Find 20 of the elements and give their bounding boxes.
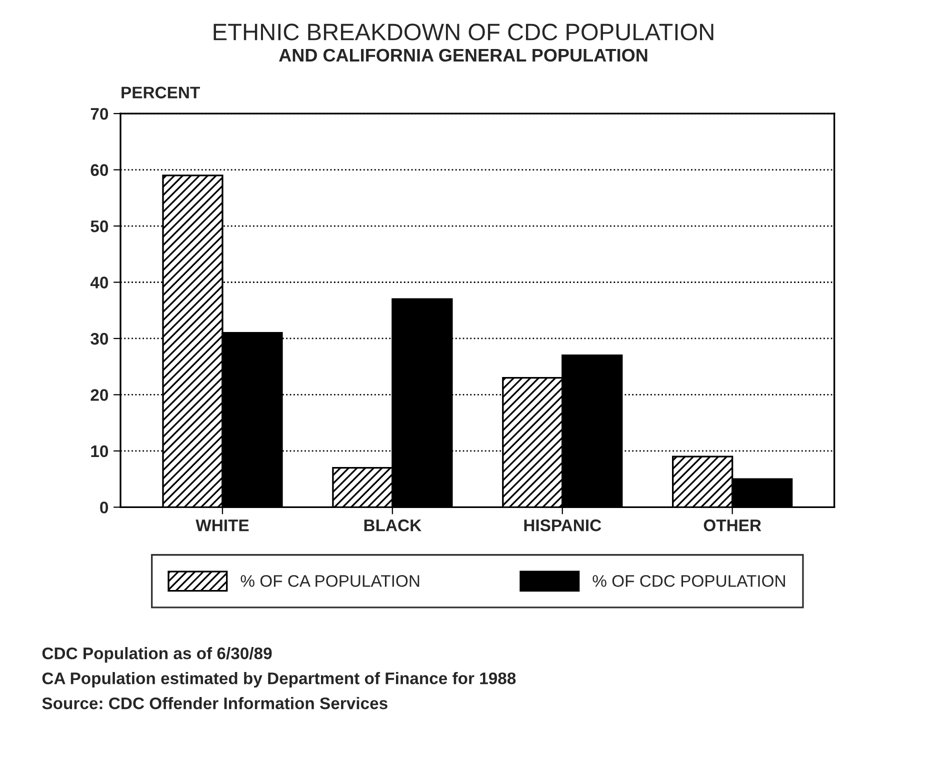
text: CDC Population as of 6/30/89 <box>42 647 272 663</box>
y-axis-title: PERCENT <box>122 86 200 98</box>
y-tick-label: 60 <box>90 164 108 176</box>
y-tick-label: 50 <box>90 220 108 232</box>
y-tick-label: 10 <box>91 445 108 458</box>
text: CA Population estimated by Department of Finance for 1988 <box>42 672 516 688</box>
legend-label: % OF CA POPULATION <box>240 575 420 587</box>
source-note: Source: CDC Offender Information Services <box>42 697 388 710</box>
chart-title: ETHNIC BREAKDOWN OF CDC POPULATION <box>214 24 714 40</box>
y-tick-label: 70 <box>90 108 108 120</box>
y-tick-label: 30 <box>90 332 108 345</box>
y-tick-label: 20 <box>90 389 108 401</box>
x-tick-label: WHITE <box>196 520 249 532</box>
y-tick-label: 0 <box>100 502 108 514</box>
x-tick-label: OTHER <box>704 519 762 532</box>
chart-subtitle: AND CALIFORNIA GENERAL POPULATION <box>279 48 648 62</box>
x-tick-label: HISPANIC <box>524 519 602 532</box>
legend-label: % OF CDC POPULATION <box>592 575 785 587</box>
x-tick-label: BLACK <box>364 519 422 532</box>
y-tick-label: 40 <box>90 276 108 288</box>
